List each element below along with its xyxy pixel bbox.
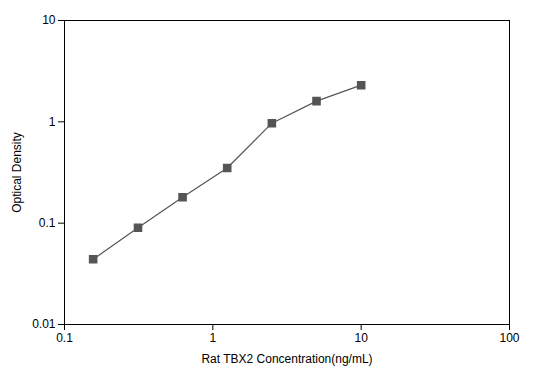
svg-text:0.01: 0.01 (32, 317, 56, 331)
svg-text:1: 1 (49, 115, 56, 129)
svg-text:Optical Density: Optical Density (10, 132, 24, 213)
svg-text:0.1: 0.1 (39, 216, 56, 230)
svg-text:10: 10 (42, 13, 56, 27)
svg-text:0.1: 0.1 (56, 331, 73, 345)
svg-text:1: 1 (209, 331, 216, 345)
svg-text:10: 10 (354, 331, 368, 345)
svg-text:100: 100 (499, 331, 519, 345)
svg-text:Rat TBX2 Concentration(ng/mL): Rat TBX2 Concentration(ng/mL) (201, 352, 372, 366)
